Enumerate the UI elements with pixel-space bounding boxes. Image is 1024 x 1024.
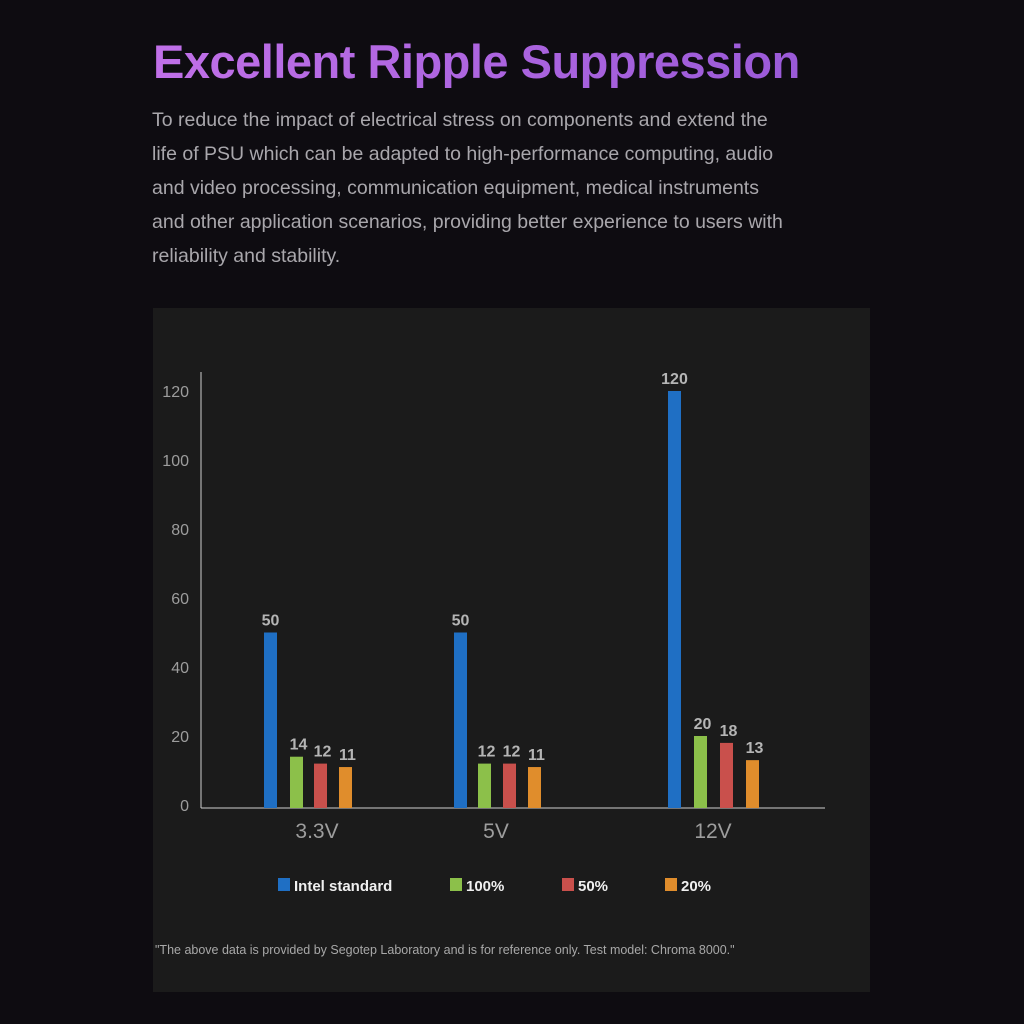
data-label: 50 — [452, 613, 470, 630]
data-label: 50 — [262, 613, 280, 630]
y-tick-label: 120 — [162, 384, 189, 401]
legend-label: 100% — [466, 878, 504, 895]
description: To reduce the impact of electrical stres… — [152, 109, 783, 267]
x-category-label: 5V — [483, 820, 509, 843]
data-label: 12 — [478, 744, 496, 761]
bar-intel-standard — [668, 391, 681, 808]
data-label: 14 — [290, 737, 308, 754]
data-label: 13 — [746, 740, 764, 757]
bar-100- — [478, 763, 491, 808]
bar-50- — [720, 742, 733, 808]
legend-swatch — [665, 878, 677, 891]
data-label: 18 — [720, 723, 738, 740]
page-title: Excellent Ripple Suppression — [153, 35, 800, 88]
data-label: 120 — [661, 371, 688, 388]
footnote: "The above data is provided by Segotep L… — [155, 943, 735, 957]
bar-intel-standard — [264, 632, 277, 808]
legend-swatch — [278, 878, 290, 891]
data-label: 11 — [528, 747, 545, 764]
legend-label: Intel standard — [294, 878, 392, 895]
legend-label: 50% — [578, 878, 608, 895]
x-category-label: 12V — [694, 820, 731, 843]
data-label: 12 — [503, 744, 521, 761]
bar-50- — [503, 763, 516, 808]
bar-100- — [694, 736, 707, 808]
y-tick-label: 100 — [162, 453, 189, 470]
bar-20- — [339, 767, 352, 808]
y-tick-label: 60 — [171, 591, 189, 608]
legend-swatch — [562, 878, 574, 891]
y-tick-label: 40 — [171, 660, 189, 677]
bar-50- — [314, 763, 327, 808]
bar-20- — [746, 760, 759, 808]
y-tick-label: 80 — [171, 522, 189, 539]
y-tick-label: 0 — [180, 798, 189, 815]
data-label: 20 — [694, 716, 712, 733]
y-tick-label: 20 — [171, 729, 189, 746]
bar-intel-standard — [454, 632, 467, 808]
data-label: 11 — [339, 747, 356, 764]
x-category-label: 3.3V — [295, 820, 338, 843]
legend-swatch — [450, 878, 462, 891]
bar-20- — [528, 767, 541, 808]
bar-100- — [290, 756, 303, 808]
legend-label: 20% — [681, 878, 711, 895]
data-label: 12 — [314, 744, 332, 761]
